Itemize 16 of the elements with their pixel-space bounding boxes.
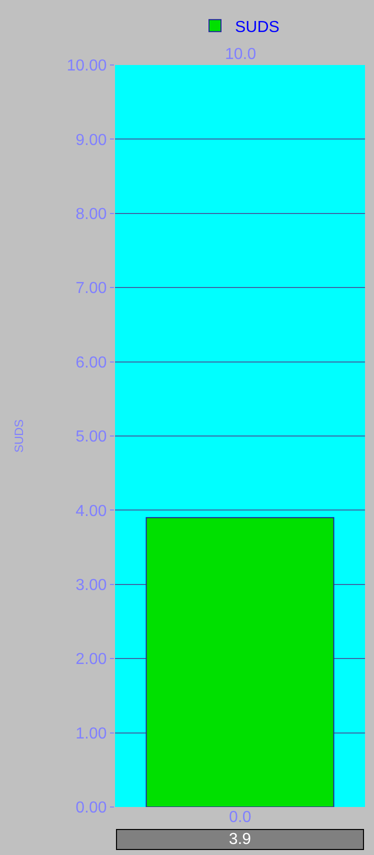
y-tick-label: 8.00 [76,206,107,223]
y-tick-label: 10.00 [66,58,107,75]
y-tick-label: 9.00 [76,132,107,149]
text: 10.0 [225,46,256,63]
y-axis-title: SUDS [12,419,26,453]
y-tick-label: 6.00 [76,354,107,372]
y-tick-label: 2.00 [76,651,107,668]
text: 0.0 [229,809,252,826]
y-tick-label: 4.00 [76,502,107,520]
y-tick-label: 1.00 [76,725,107,742]
y-tick-label: 0.00 [76,800,107,817]
y-tick-label: 7.00 [76,280,107,298]
text: 3.9 [228,831,252,848]
y-tick-label: 3.00 [76,577,107,594]
y-tick-label: 5.00 [76,428,107,446]
legend-label: SUDS [235,18,280,36]
